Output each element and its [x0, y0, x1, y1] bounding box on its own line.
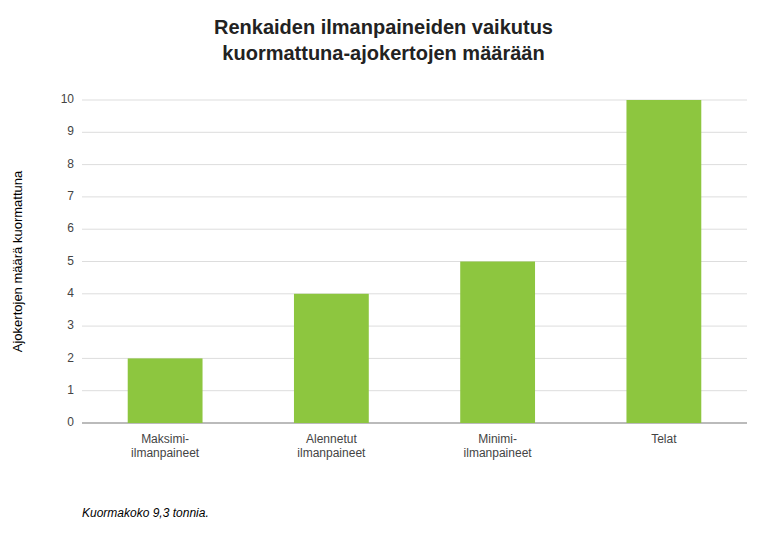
x-tick-label: Alennetutilmanpaineet: [297, 432, 366, 460]
y-tick-label: 9: [67, 124, 74, 138]
chart-container: Renkaiden ilmanpaineiden vaikutus kuormat…: [0, 0, 767, 533]
x-tick-label: Maksimi-ilmanpaineet: [131, 432, 200, 460]
y-tick-label: 4: [67, 286, 74, 300]
chart: Renkaiden ilmanpaineiden vaikutus kuormat…: [0, 0, 767, 533]
footnote: Kuormakoko 9,3 tonnia.: [82, 506, 209, 520]
title-line: kuormattuna-ajokertojen määrään: [222, 42, 544, 64]
y-tick-label: 6: [67, 221, 74, 235]
x-tick-label-line: Minimi-: [478, 432, 517, 446]
y-axis: 0 1 2 3 4 5 6 7 8 9 10: [61, 92, 747, 429]
y-tick-label: 1: [67, 383, 74, 397]
y-tick-label: 8: [67, 157, 74, 171]
x-tick-label-line: ilmanpaineet: [131, 446, 200, 460]
x-tick-label-line: ilmanpaineet: [464, 446, 533, 460]
y-tick-label: 7: [67, 189, 74, 203]
x-tick-label-line: Alennetut: [306, 432, 357, 446]
title: Renkaiden ilmanpaineiden vaikutus kuormat…: [214, 16, 553, 64]
bar: [294, 294, 369, 423]
x-tick-label-line: Telat: [651, 432, 677, 446]
y-tick-label: 0: [67, 415, 74, 429]
x-tick-label-line: Maksimi-: [141, 432, 189, 446]
x-tick-label-line: ilmanpaineet: [297, 446, 366, 460]
bar: [626, 100, 701, 423]
x-axis: Maksimi-ilmanpaineetAlennetutilmanpainee…: [131, 432, 677, 460]
bar: [128, 358, 203, 423]
y-tick-label: 10: [61, 92, 75, 106]
y-tick-label: 5: [67, 254, 74, 268]
y-tick-label: 3: [67, 318, 74, 332]
background: [0, 0, 767, 533]
bar: [460, 262, 535, 424]
x-tick-label: Telat: [651, 432, 677, 446]
bars: [128, 100, 702, 423]
title-line: Renkaiden ilmanpaineiden vaikutus: [214, 16, 553, 38]
y-axis-label: Ajokertojen määrä kuormattuna: [10, 170, 25, 352]
y-tick-label: 2: [67, 351, 74, 365]
x-tick-label: Minimi-ilmanpaineet: [464, 432, 533, 460]
